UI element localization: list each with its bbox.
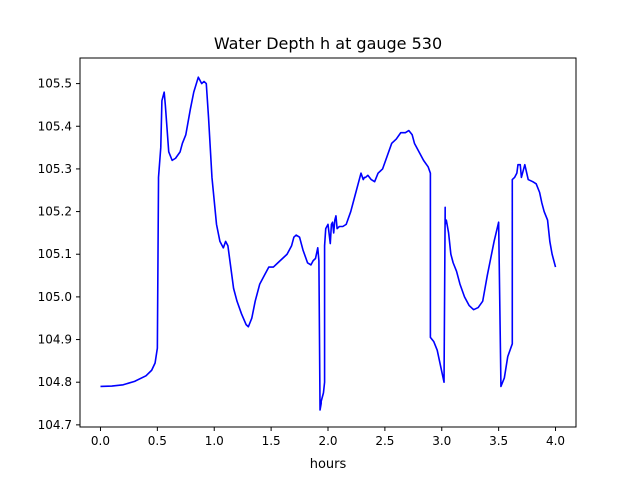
x-tick-label: 1.0 <box>205 434 224 448</box>
y-tick-label: 105.4 <box>38 119 72 133</box>
x-tick-label: 2.5 <box>375 434 394 448</box>
x-axis-label: hours <box>310 457 347 472</box>
x-tick-label: 3.5 <box>489 434 508 448</box>
y-tick-label: 105.1 <box>38 247 72 261</box>
x-tick-label: 4.0 <box>546 434 565 448</box>
series-layer <box>100 76 557 411</box>
x-tick-label: 1.5 <box>262 434 281 448</box>
x-tick-label: 0.0 <box>91 434 110 448</box>
y-tick-label: 105.5 <box>38 77 72 91</box>
y-tick-label: 105.0 <box>38 290 72 304</box>
y-tick-label: 104.7 <box>38 418 72 432</box>
x-tick-label: 3.0 <box>432 434 451 448</box>
y-axis: 104.7 104.8 104.9 105.0 105.1 105.2 105.3 105.4… <box>38 77 80 432</box>
chart-title: Water Depth h at gauge 530 <box>214 34 442 53</box>
y-tick-label: 104.8 <box>38 375 72 389</box>
x-tick-label: 0.5 <box>148 434 167 448</box>
y-tick-label: 105.3 <box>38 162 72 176</box>
series-line-0 <box>100 76 557 411</box>
y-tick-label: 104.9 <box>38 333 72 347</box>
y-tick-label: 105.2 <box>38 205 72 219</box>
x-tick-label: 2.0 <box>318 434 337 448</box>
x-axis: 0.0 0.5 1.0 1.5 2.0 2.5 3.0 3.5 4.0 <box>91 427 565 448</box>
